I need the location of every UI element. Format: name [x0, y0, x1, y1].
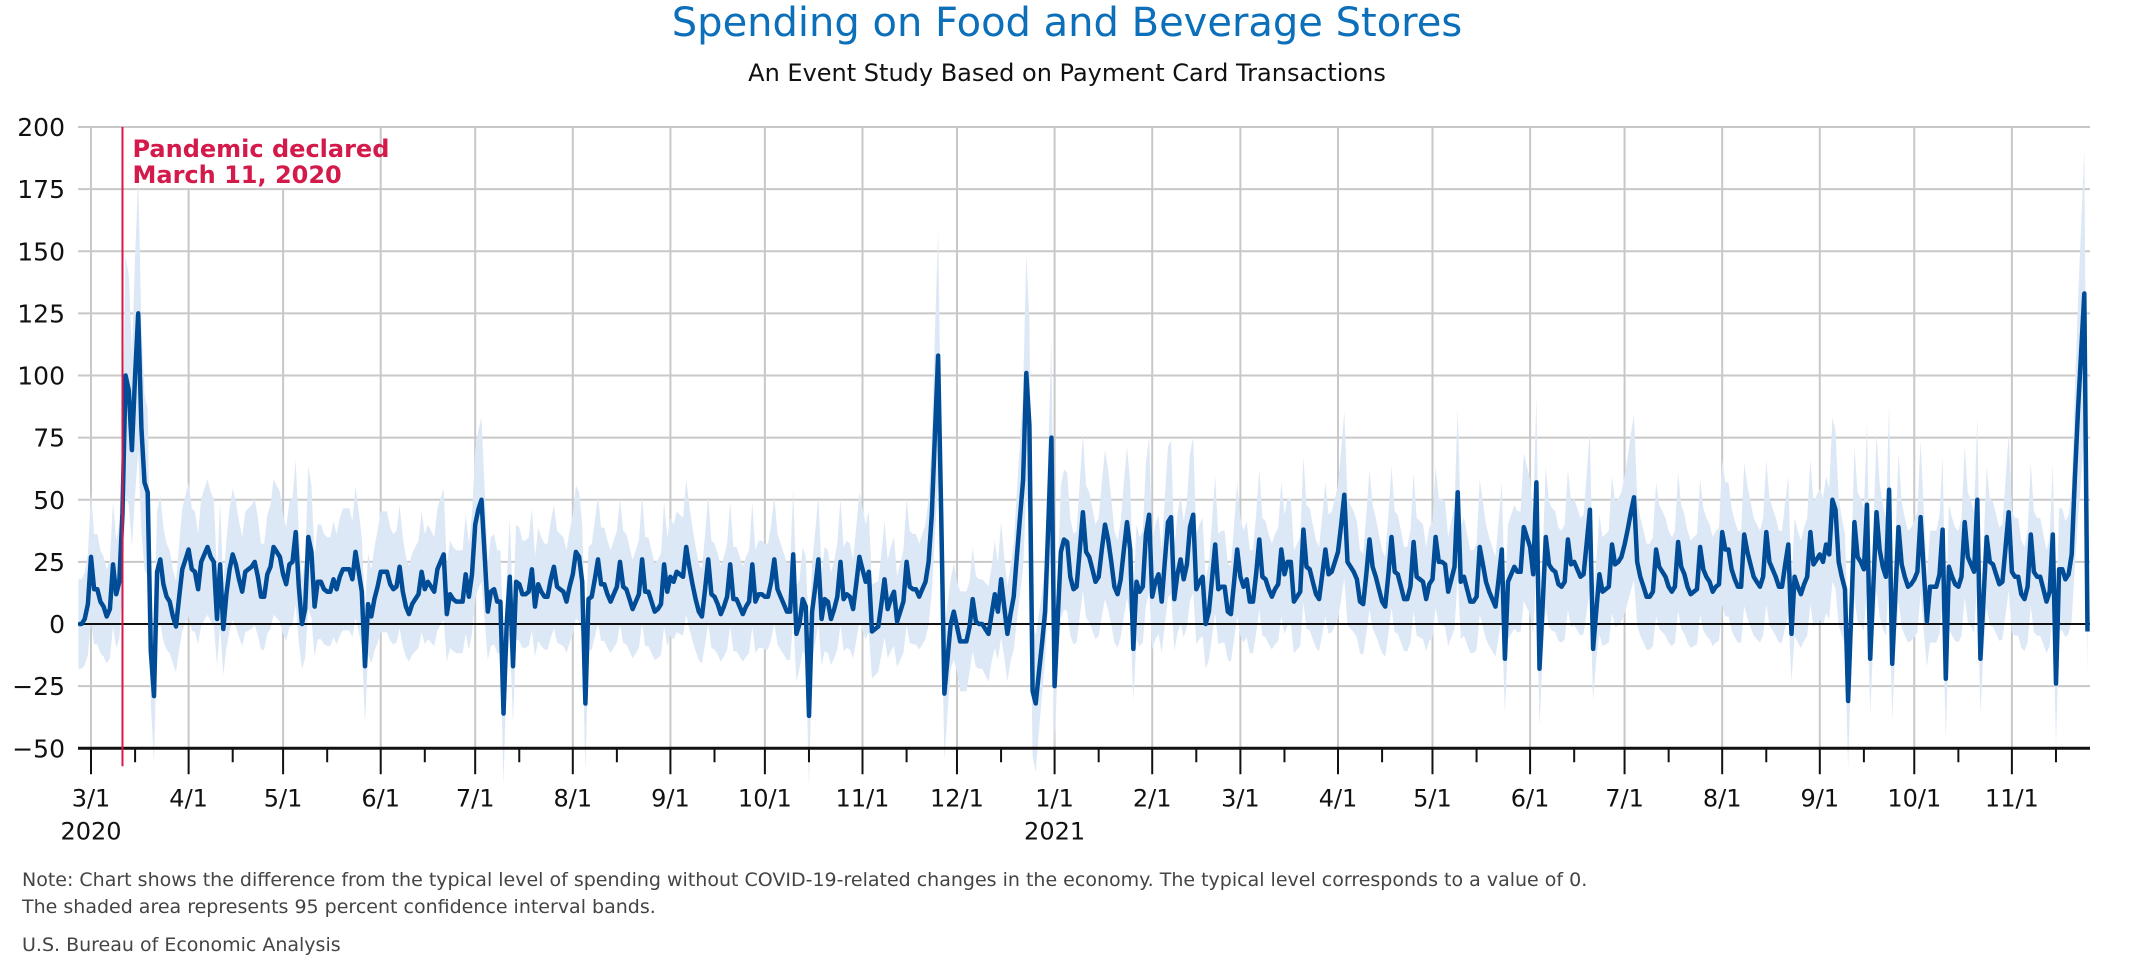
- y-tick-label: 100: [17, 362, 65, 391]
- x-tick-label: 4/1: [1319, 784, 1358, 812]
- x-tick-label: 1/1: [1035, 784, 1074, 812]
- y-tick-label: −25: [12, 672, 65, 701]
- source-credit: U.S. Bureau of Economic Analysis: [22, 934, 341, 956]
- pandemic-annotation-line2: March 11, 2020: [132, 161, 341, 189]
- x-tick-label: 8/1: [553, 784, 592, 812]
- y-tick-label: 200: [17, 113, 65, 142]
- y-tick-label: 125: [17, 299, 65, 328]
- x-tick-label: 6/1: [361, 784, 400, 812]
- x-tick-label: 11/1: [1985, 784, 2039, 812]
- x-tick-label: 10/1: [738, 784, 792, 812]
- footnote-line-1: Note: Chart shows the difference from th…: [22, 869, 1588, 891]
- x-tick-label: 10/1: [1887, 784, 1941, 812]
- confidence-band: [78, 149, 2088, 789]
- x-tick-label: 9/1: [1800, 784, 1839, 812]
- x-tick-label: 7/1: [1605, 784, 1644, 812]
- x-tick-label: 3/1: [1221, 784, 1260, 812]
- y-tick-label: 0: [49, 610, 65, 639]
- y-tick-label: −50: [12, 734, 65, 763]
- x-tick-label: 5/1: [1413, 784, 1452, 812]
- chart-subtitle: An Event Study Based on Payment Card Tra…: [748, 59, 1386, 87]
- y-tick-label: 150: [17, 237, 65, 266]
- y-tick-label: 175: [17, 175, 65, 204]
- x-tick-label: 5/1: [264, 784, 303, 812]
- x-tick-label: 11/1: [836, 784, 890, 812]
- y-tick-label: 50: [33, 486, 65, 515]
- x-tick-label: 12/1: [930, 784, 984, 812]
- x-year-label: 2021: [1024, 817, 1085, 845]
- spending-line: [78, 291, 2090, 719]
- footnote-line-2: The shaded area represents 95 percent co…: [22, 896, 656, 918]
- x-tick-label: 8/1: [1703, 784, 1742, 812]
- pandemic-annotation-line1: Pandemic declared: [132, 135, 389, 163]
- x-tick-label: 4/1: [169, 784, 208, 812]
- gridlines: [78, 126, 2090, 749]
- chart-title: Spending on Food and Beverage Stores: [671, 0, 1463, 46]
- y-tick-label: 75: [33, 424, 65, 453]
- x-tick-label: 3/1: [72, 784, 111, 812]
- x-tick-label: 7/1: [456, 784, 495, 812]
- y-tick-label: 25: [33, 548, 65, 577]
- x-year-label: 2020: [60, 817, 121, 845]
- x-tick-label: 2/1: [1133, 784, 1172, 812]
- x-tick-label: 9/1: [651, 784, 690, 812]
- x-tick-label: 6/1: [1511, 784, 1550, 812]
